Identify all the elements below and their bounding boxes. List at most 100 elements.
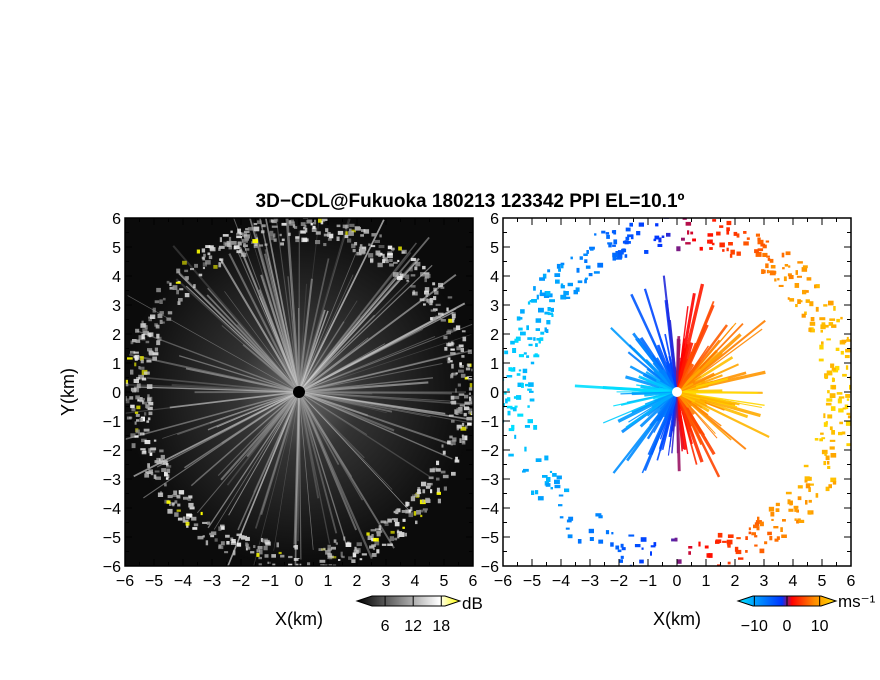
velocity-echo-cell	[630, 234, 634, 240]
velocity-echo-cell	[593, 271, 600, 274]
reflectivity-echo-cell	[259, 244, 264, 247]
reflectivity-echo-cell	[141, 438, 147, 443]
velocity-echo-cell	[625, 227, 631, 232]
reflectivity-ray	[298, 391, 393, 490]
reflectivity-echo-cell	[125, 379, 128, 384]
reflectivity-echo-ring	[125, 218, 473, 570]
reflectivity-echo-cell	[148, 316, 155, 319]
velocity-echo-cell	[531, 490, 535, 495]
velocity-echo-cell	[824, 452, 827, 456]
reflectivity-echo-cell	[258, 563, 262, 566]
reflectivity-echo-cell	[271, 566, 274, 570]
velocity-echo-cell	[815, 284, 820, 289]
reflectivity-echo-cell	[219, 237, 222, 243]
reflectivity-echo-cell	[134, 435, 139, 438]
reflectivity-colorbar: 6 12 18 dB	[355, 594, 483, 635]
velocity-echo-cell	[524, 446, 527, 452]
reflectivity-ray	[127, 383, 300, 393]
velocity-echo-cell	[830, 363, 835, 368]
reflectivity-echo-cell	[265, 541, 271, 546]
reflectivity-echo-cell	[412, 494, 418, 497]
velocity-echo-cell	[512, 348, 517, 353]
velocity-ray	[662, 275, 679, 393]
reflectivity-echo-cell	[177, 503, 181, 507]
velocity-echo-cell	[728, 242, 733, 246]
velocity-echo-cell	[783, 276, 787, 282]
velocity-echo-cell	[788, 508, 794, 512]
velocity-echo-cell	[514, 434, 517, 439]
reflectivity-echo-cell	[405, 502, 410, 506]
reflectivity-echo-cell	[440, 286, 445, 289]
reflectivity-ray	[175, 278, 300, 393]
velocity-echo-cell	[796, 519, 800, 524]
reflectivity-echo-cell	[456, 346, 461, 351]
velocity-echo-cell	[583, 253, 588, 256]
velocity-echo-cell	[636, 231, 641, 236]
reflectivity-echo-cell	[341, 555, 345, 559]
reflectivity-echo-cell	[376, 549, 380, 554]
reflectivity-echo-cell	[220, 541, 225, 546]
reflectivity-echo-cell	[148, 448, 151, 454]
velocity-echo-cell	[517, 413, 524, 417]
reflectivity-echo-cell	[238, 535, 245, 539]
reflectivity-echo-cell	[468, 392, 471, 395]
reflectivity-echo-cell	[256, 549, 260, 553]
reflectivity-echo-cell	[361, 229, 366, 232]
reflectivity-echo-cell	[126, 416, 132, 420]
reflectivity-echo-cell	[311, 227, 317, 232]
velocity-echo-cell	[808, 487, 811, 492]
velocity-echo-cell	[819, 438, 823, 442]
reflectivity-echo-cell	[444, 347, 448, 351]
reflectivity-echo-cell	[452, 372, 457, 376]
velocity-echo-cell	[570, 256, 573, 260]
velocity-echo-cell	[782, 519, 786, 522]
velocity-echo-cell	[533, 425, 538, 430]
reflectivity-echo-cell	[315, 240, 321, 245]
reflectivity-ray	[184, 391, 300, 469]
reflectivity-echo-cell	[448, 318, 454, 323]
reflectivity-echo-cell	[420, 514, 423, 518]
reflectivity-echo-cell	[162, 460, 168, 465]
velocity-echo-cell	[796, 509, 799, 513]
velocity-echo-cell	[726, 220, 732, 226]
velocity-echo-cell	[767, 531, 772, 536]
reflectivity-echo-cell	[179, 288, 184, 291]
velocity-echo-cell	[508, 367, 512, 372]
reflectivity-echo-cell	[327, 564, 332, 566]
reflectivity-echo-cell	[167, 495, 173, 499]
reflectivity-echo-cell	[295, 236, 300, 239]
velocity-echo-cell	[529, 390, 534, 393]
velocity-echo-cell	[773, 526, 779, 529]
velocity-echo-cell	[527, 337, 533, 340]
reflectivity-echo-cell	[159, 319, 163, 324]
reflectivity-echo-cell	[141, 334, 145, 339]
y-tick-label: 1	[112, 356, 121, 373]
reflectivity-ray	[217, 391, 300, 477]
velocity-echo-cell	[829, 318, 836, 321]
velocity-echo-cell	[504, 350, 509, 355]
reflectivity-echo-cell	[135, 339, 141, 343]
reflectivity-echo-cell	[469, 398, 473, 402]
velocity-echo-cell	[533, 354, 540, 358]
reflectivity-echo-cell	[380, 530, 383, 533]
velocity-echo-cell	[778, 284, 784, 287]
reflectivity-echo-cell	[363, 229, 370, 234]
reflectivity-echo-cell	[209, 247, 215, 251]
velocity-echo-cell	[566, 519, 572, 523]
reflectivity-echo-cell	[437, 498, 441, 504]
reflectivity-echo-cell	[410, 285, 416, 288]
reflectivity-echo-cell	[345, 542, 352, 547]
reflectivity-echo-cell	[166, 463, 169, 467]
reflectivity-echo-cell	[176, 509, 181, 512]
reflectivity-ray	[298, 311, 454, 393]
reflectivity-echo-cell	[394, 521, 400, 527]
reflectivity-echo-cell	[280, 554, 285, 558]
velocity-echo-cell	[527, 388, 532, 391]
velocity-ray	[675, 324, 729, 393]
reflectivity-axes: −6 −5 −4 −3 −2 −1 0 1 2 3 4 5 6 −6 −5 −4 −3 −2 −1 0 1 2 3 4 5 6	[103, 211, 478, 590]
reflectivity-echo-cell	[371, 233, 377, 237]
velocity-echo-cell	[544, 455, 549, 461]
velocity-echo-cell	[560, 294, 567, 300]
velocity-echo-cell	[615, 545, 620, 550]
